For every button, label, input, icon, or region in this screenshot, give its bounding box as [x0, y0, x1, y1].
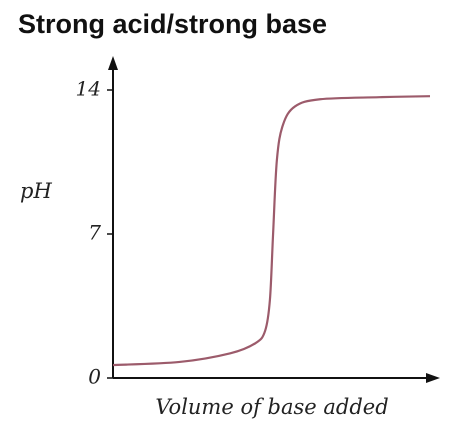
x-axis-label: Volume of base added — [155, 395, 388, 419]
chart-title: Strong acid/strong base — [18, 9, 327, 39]
axes — [108, 56, 440, 383]
y-tick-label: 7 — [88, 221, 101, 245]
y-tick-label: 14 — [76, 77, 101, 101]
x-axis-arrow — [426, 373, 440, 383]
y-tick-label: 0 — [88, 365, 101, 389]
y-axis-label: pH — [20, 179, 52, 203]
data-line — [112, 95, 431, 367]
y-axis-arrow — [108, 56, 118, 70]
